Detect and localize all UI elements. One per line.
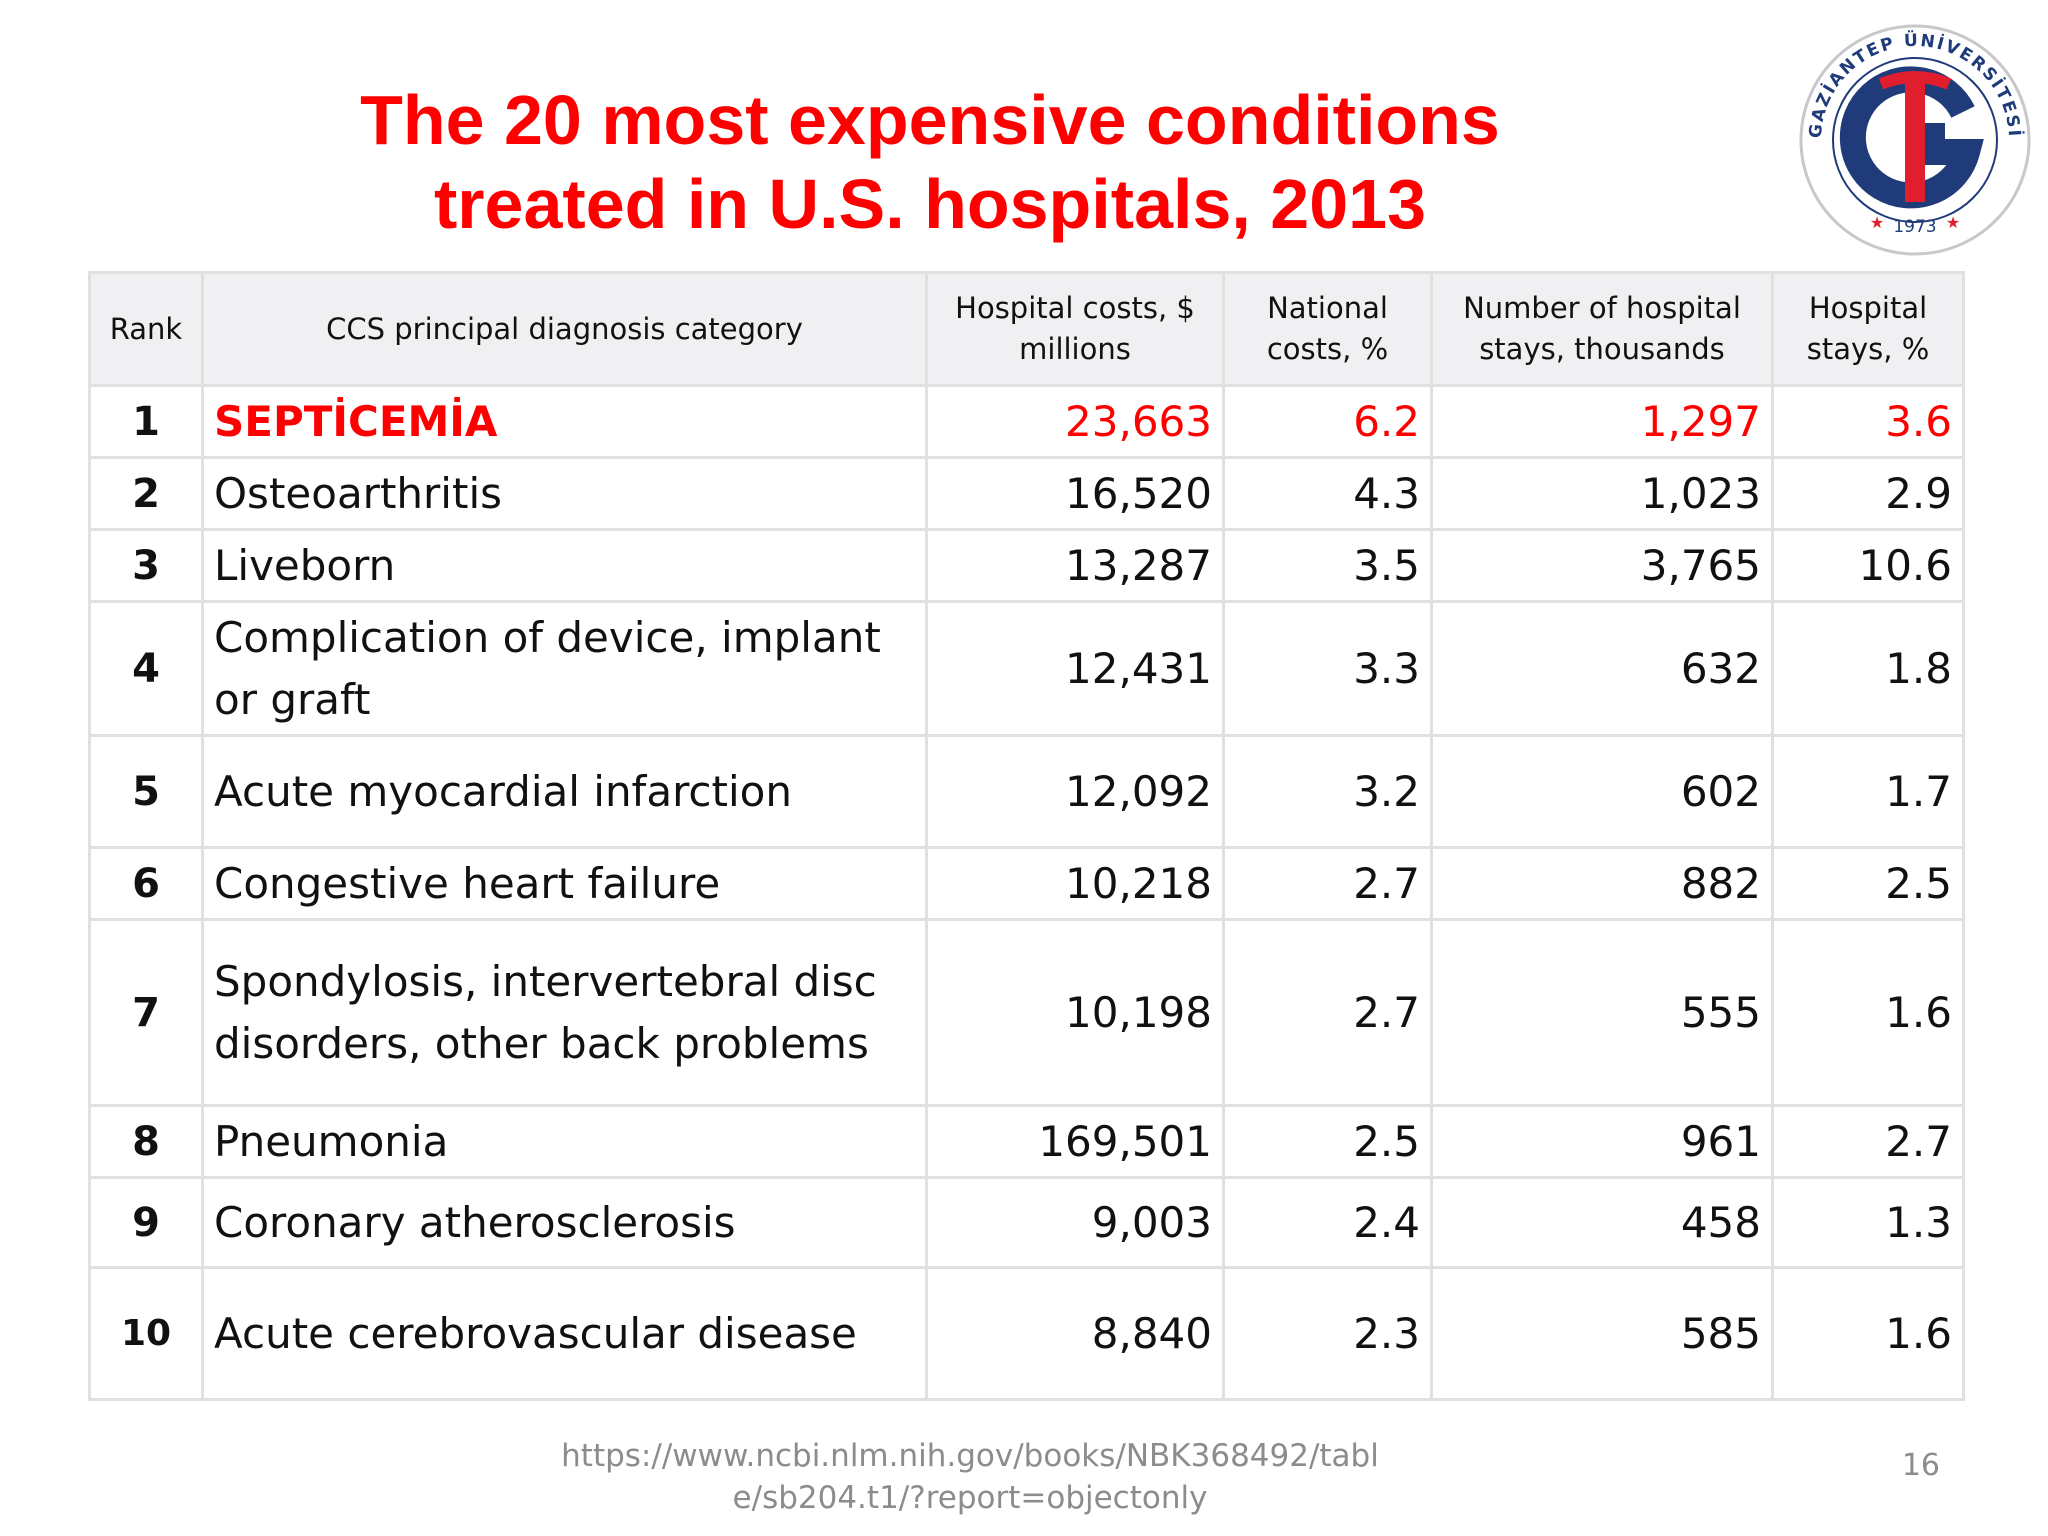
national-costs-cell: 2.3 xyxy=(1222,1266,1433,1401)
hospital-costs-cell: 8,840 xyxy=(925,1266,1225,1401)
hospital-stays-cell: 585 xyxy=(1430,1266,1774,1401)
table-row: 1 SEPTİCEMİA 23,663 6.2 1,297 3.6 xyxy=(88,384,1965,459)
header-hospital-stays: Number of hospital stays, thousands xyxy=(1430,271,1774,387)
category-cell: Congestive heart failure xyxy=(201,846,928,921)
svg-text:★: ★ xyxy=(1946,215,1960,232)
slide-title: The 20 most expensive conditions treated… xyxy=(240,78,1620,246)
national-costs-cell: 2.4 xyxy=(1222,1176,1433,1269)
conditions-table: Rank CCS principal diagnosis category Ho… xyxy=(88,271,1965,1401)
svg-text:★: ★ xyxy=(1870,215,1884,232)
hospital-stays-cell: 555 xyxy=(1430,918,1774,1107)
rank-cell: 3 xyxy=(88,528,204,603)
hospital-stays-cell: 1,297 xyxy=(1430,384,1774,459)
university-seal-logo: GAZİANTEP ÜNİVERSİTESİ 1973 ★ ★ xyxy=(1799,24,2031,256)
slide-title-line-1: The 20 most expensive conditions xyxy=(360,81,1500,159)
table-row: 6 Congestive heart failure 10,218 2.7 882 2.5 xyxy=(88,846,1965,921)
category-cell: Coronary atherosclerosis xyxy=(201,1176,928,1269)
table-row: 9 Coronary atherosclerosis 9,003 2.4 458 1.3 xyxy=(88,1176,1965,1269)
hospital-costs-cell: 12,431 xyxy=(925,600,1225,737)
hospital-stays-pct-cell: 2.7 xyxy=(1771,1104,1965,1179)
header-category: CCS principal diagnosis category xyxy=(201,271,928,387)
table-row: 4 Complication of device, implant or graf… xyxy=(88,600,1965,737)
national-costs-cell: 2.5 xyxy=(1222,1104,1433,1179)
rank-cell: 7 xyxy=(88,918,204,1107)
national-costs-cell: 6.2 xyxy=(1222,384,1433,459)
category-cell: Spondylosis, intervertebral disc disorde… xyxy=(201,918,928,1107)
national-costs-cell: 4.3 xyxy=(1222,456,1433,531)
hospital-stays-pct-cell: 1.6 xyxy=(1771,1266,1965,1401)
header-national-costs: National costs, % xyxy=(1222,271,1433,387)
national-costs-cell: 3.5 xyxy=(1222,528,1433,603)
category-cell: Acute cerebrovascular disease xyxy=(201,1266,928,1401)
hospital-stays-pct-cell: 10.6 xyxy=(1771,528,1965,603)
hospital-stays-pct-cell: 1.7 xyxy=(1771,734,1965,849)
hospital-stays-cell: 882 xyxy=(1430,846,1774,921)
national-costs-cell: 3.3 xyxy=(1222,600,1433,737)
header-hospital-costs: Hospital costs, $ millions xyxy=(925,271,1225,387)
hospital-costs-cell: 9,003 xyxy=(925,1176,1225,1269)
hospital-stays-pct-cell: 1.6 xyxy=(1771,918,1965,1107)
hospital-stays-cell: 602 xyxy=(1430,734,1774,849)
hospital-stays-pct-cell: 2.5 xyxy=(1771,846,1965,921)
slide-title-line-2: treated in U.S. hospitals, 2013 xyxy=(434,165,1426,243)
hospital-stays-pct-cell: 1.3 xyxy=(1771,1176,1965,1269)
rank-cell: 4 xyxy=(88,600,204,737)
hospital-costs-cell: 13,287 xyxy=(925,528,1225,603)
header-hospital-stays-pct: Hospital stays, % xyxy=(1771,271,1965,387)
rank-cell: 9 xyxy=(88,1176,204,1269)
hospital-costs-cell: 23,663 xyxy=(925,384,1225,459)
category-cell: SEPTİCEMİA xyxy=(201,384,928,459)
rank-cell: 8 xyxy=(88,1104,204,1179)
category-cell: Acute myocardial infarction xyxy=(201,734,928,849)
table-row: 5 Acute myocardial infarction 12,092 3.2 602… xyxy=(88,734,1965,849)
category-cell: Pneumonia xyxy=(201,1104,928,1179)
table-row: 8 Pneumonia 169,501 2.5 961 2.7 xyxy=(88,1104,1965,1179)
hospital-costs-cell: 169,501 xyxy=(925,1104,1225,1179)
hospital-stays-pct-cell: 2.9 xyxy=(1771,456,1965,531)
hospital-stays-cell: 632 xyxy=(1430,600,1774,737)
hospital-costs-cell: 16,520 xyxy=(925,456,1225,531)
table-header-row: Rank CCS principal diagnosis category Ho… xyxy=(88,271,1965,387)
national-costs-cell: 3.2 xyxy=(1222,734,1433,849)
hospital-costs-cell: 10,218 xyxy=(925,846,1225,921)
table-row: 10 Acute cerebrovascular disease 8,840 2.3 5… xyxy=(88,1266,1965,1401)
rank-cell: 5 xyxy=(88,734,204,849)
category-cell: Osteoarthritis xyxy=(201,456,928,531)
source-link[interactable]: https://www.ncbi.nlm.nih.gov/books/NBK36… xyxy=(520,1435,1420,1519)
hospital-stays-cell: 1,023 xyxy=(1430,456,1774,531)
hospital-stays-cell: 458 xyxy=(1430,1176,1774,1269)
header-rank: Rank xyxy=(88,271,204,387)
national-costs-cell: 2.7 xyxy=(1222,846,1433,921)
source-link-line-1[interactable]: https://www.ncbi.nlm.nih.gov/books/NBK36… xyxy=(561,1438,1379,1474)
rank-cell: 10 xyxy=(88,1266,204,1401)
category-cell: Liveborn xyxy=(201,528,928,603)
hospital-costs-cell: 10,198 xyxy=(925,918,1225,1107)
rank-cell: 2 xyxy=(88,456,204,531)
rank-cell: 1 xyxy=(88,384,204,459)
national-costs-cell: 2.7 xyxy=(1222,918,1433,1107)
rank-cell: 6 xyxy=(88,846,204,921)
table-row: 3 Liveborn 13,287 3.5 3,765 10.6 xyxy=(88,528,1965,603)
svg-text:1973: 1973 xyxy=(1893,217,1936,237)
page-number: 16 xyxy=(1901,1448,1940,1483)
hospital-stays-cell: 961 xyxy=(1430,1104,1774,1179)
hospital-stays-pct-cell: 3.6 xyxy=(1771,384,1965,459)
table-row: 7 Spondylosis, intervertebral disc disord… xyxy=(88,918,1965,1107)
hospital-stays-pct-cell: 1.8 xyxy=(1771,600,1965,737)
hospital-stays-cell: 3,765 xyxy=(1430,528,1774,603)
category-cell: Complication of device, implant or graft xyxy=(201,600,928,737)
hospital-costs-cell: 12,092 xyxy=(925,734,1225,849)
source-link-line-2[interactable]: e/sb204.t1/?report=objectonly xyxy=(732,1480,1208,1516)
table-row: 2 Osteoarthritis 16,520 4.3 1,023 2.9 xyxy=(88,456,1965,531)
